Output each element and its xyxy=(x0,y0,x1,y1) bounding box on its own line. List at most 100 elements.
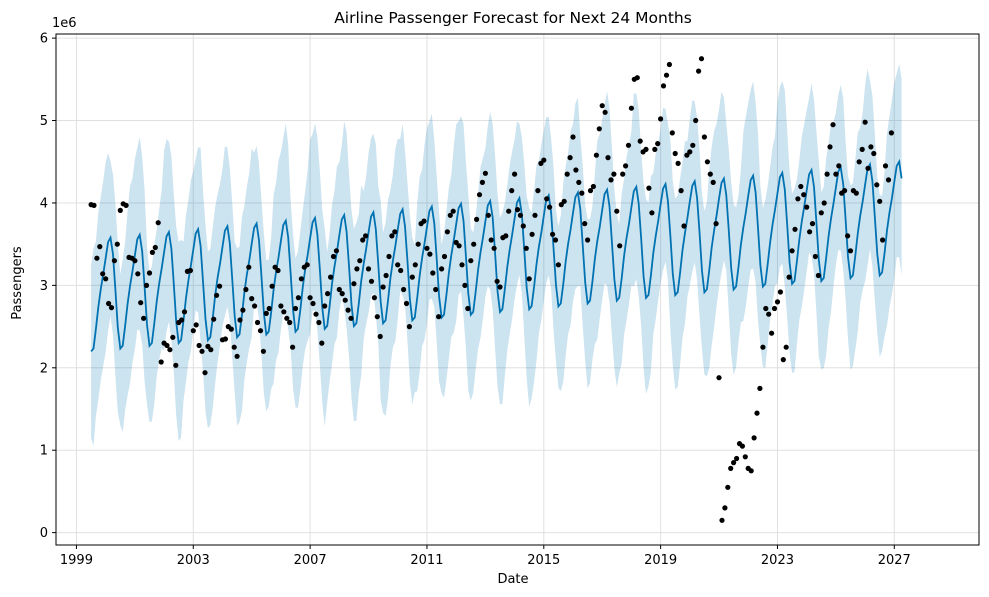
observed-point xyxy=(111,258,117,264)
observed-point xyxy=(155,220,161,226)
observed-point xyxy=(777,289,784,295)
observed-point xyxy=(587,188,594,194)
observed-point xyxy=(871,150,877,157)
observed-point xyxy=(801,192,807,198)
x-tick-label: 2011 xyxy=(410,553,443,568)
observed-point xyxy=(146,270,153,276)
observed-point xyxy=(383,272,389,279)
observed-point xyxy=(281,309,287,315)
observed-point xyxy=(211,316,217,322)
observed-point xyxy=(526,276,532,282)
observed-point xyxy=(360,237,366,243)
observed-point xyxy=(199,348,205,354)
y-tick-label: 6 xyxy=(40,32,48,47)
observed-point xyxy=(170,334,176,340)
observed-point xyxy=(190,328,196,334)
observed-point xyxy=(877,198,883,204)
observed-point xyxy=(774,299,781,305)
observed-point xyxy=(771,305,778,312)
observed-point xyxy=(427,251,433,257)
observed-point xyxy=(669,130,675,136)
observed-point xyxy=(687,149,693,155)
observed-point xyxy=(885,177,892,183)
observed-point xyxy=(716,375,722,381)
observed-point xyxy=(590,183,597,190)
observed-point xyxy=(444,229,450,235)
observed-point xyxy=(818,210,824,216)
observed-point xyxy=(363,233,369,239)
observed-point xyxy=(316,319,322,326)
observed-point xyxy=(474,216,480,222)
observed-point xyxy=(617,243,623,249)
observed-point xyxy=(570,134,576,140)
uncertainty-band xyxy=(91,63,902,446)
observed-point xyxy=(196,342,202,349)
observed-point xyxy=(815,272,822,279)
observed-point xyxy=(532,212,538,218)
observed-point xyxy=(298,276,304,282)
observed-point xyxy=(485,212,491,218)
observed-point xyxy=(620,171,626,177)
observed-point xyxy=(742,454,748,460)
observed-point xyxy=(351,281,357,287)
observed-point xyxy=(658,116,664,122)
observed-point xyxy=(856,159,862,165)
observed-point xyxy=(222,336,228,342)
observed-point xyxy=(614,208,620,214)
observed-point xyxy=(564,171,570,177)
observed-point xyxy=(436,314,442,320)
observed-point xyxy=(377,333,383,340)
observed-point xyxy=(763,305,769,312)
observed-point xyxy=(152,244,158,251)
observed-point xyxy=(739,443,746,449)
forecast-line-path xyxy=(90,158,903,352)
observed-point xyxy=(290,344,296,350)
observed-point xyxy=(696,68,702,74)
observed-point xyxy=(573,167,579,173)
observed-point xyxy=(252,303,258,309)
y-axis-offset-label: 1e6 xyxy=(52,16,77,31)
x-tick-label: 1999 xyxy=(60,553,93,568)
observed-point xyxy=(488,237,494,243)
observed-point xyxy=(608,177,614,183)
observed-point xyxy=(328,274,334,280)
observed-point xyxy=(465,305,471,312)
observed-point xyxy=(336,286,342,293)
observed-point xyxy=(439,266,445,272)
observed-point xyxy=(888,130,895,136)
observed-point xyxy=(433,286,439,293)
observed-point xyxy=(447,212,453,218)
observed-point xyxy=(605,155,611,161)
observed-point xyxy=(319,340,325,346)
observed-point xyxy=(237,317,243,323)
observed-point xyxy=(348,315,354,321)
x-tick-label: 2027 xyxy=(878,553,911,568)
observed-point xyxy=(725,484,731,490)
observed-point xyxy=(441,253,448,260)
observed-point xyxy=(403,300,410,307)
x-tick-label: 2007 xyxy=(294,553,327,568)
observed-point xyxy=(561,198,567,204)
observed-point xyxy=(517,212,524,218)
observed-point xyxy=(757,385,763,391)
observed-point xyxy=(187,267,193,274)
observed-point xyxy=(880,237,886,243)
observed-point xyxy=(371,295,377,301)
observed-point xyxy=(339,291,345,297)
uncertainty-band-area xyxy=(91,63,902,446)
observed-point xyxy=(719,517,725,523)
observed-point xyxy=(786,274,792,280)
observed-point xyxy=(497,284,503,290)
observed-point xyxy=(401,286,407,293)
observed-point xyxy=(836,163,842,169)
observed-point xyxy=(167,347,173,353)
observed-point xyxy=(751,435,757,441)
observed-point xyxy=(868,144,874,150)
observed-point xyxy=(529,231,535,237)
observed-point xyxy=(462,282,468,288)
observed-point xyxy=(845,233,851,239)
observed-point xyxy=(158,359,164,365)
x-tick-label: 2019 xyxy=(644,553,677,568)
observed-point xyxy=(672,150,678,157)
observed-point xyxy=(117,207,123,213)
